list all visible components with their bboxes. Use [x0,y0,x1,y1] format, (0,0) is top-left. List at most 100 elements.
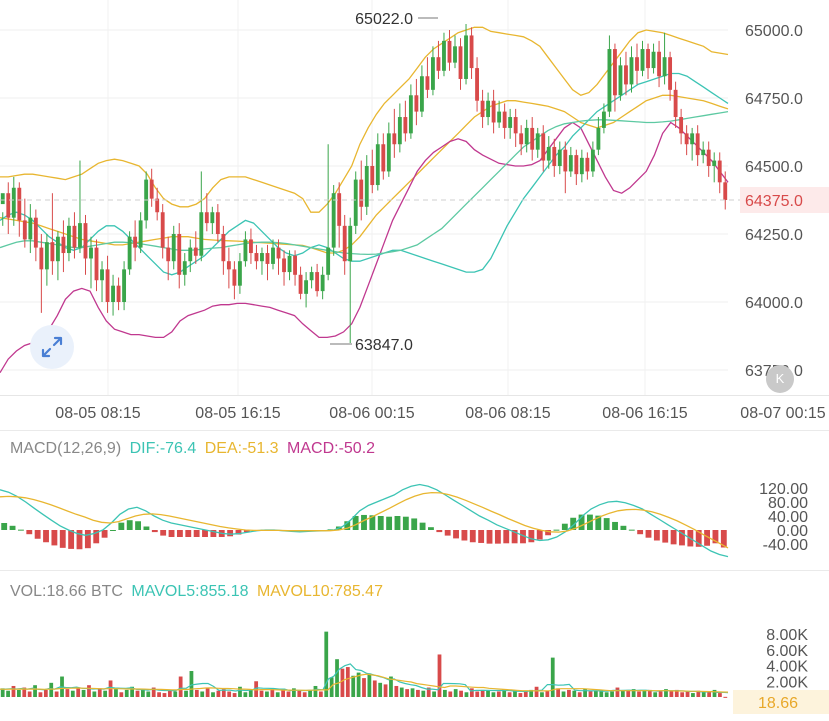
overlay-line-boll-lower [0,121,729,374]
macd-hist-bar [394,516,401,530]
candle-body [541,133,546,161]
candle-body [657,51,661,77]
macd-hist-bar [578,514,585,530]
low-marker-label: 63847.0 [355,337,413,354]
macd-line-dif [0,483,729,558]
candle-body [552,146,557,166]
candle-body [635,57,639,71]
candle-body [469,35,474,69]
volume-bar [11,685,16,697]
candle-body [574,155,579,175]
volume-bar [259,690,264,697]
volume-bar [647,689,652,697]
candle-body [149,179,154,199]
macd-tick-label: -40.00 [763,537,808,554]
volume-bar [146,691,151,697]
volume-bar [87,685,91,697]
candle-body [188,247,193,262]
macd-line-dea [0,491,729,549]
macd-tick-label: 120.00 [759,481,808,498]
candle-body [337,193,342,226]
candle-body [210,212,215,224]
candle-body [50,242,55,262]
candle-body [111,285,115,302]
volume-tick-label: 4.00K [766,659,808,676]
time-axis-label: 08-06 00:15 [329,405,415,422]
volume-bar [626,689,631,697]
volume-bar [378,682,383,697]
volume-bar [16,689,21,697]
candle-body [486,100,491,118]
price-tick-label: 65000.0 [745,23,803,40]
candle-body [701,149,706,156]
volume-bar [114,689,118,697]
macd-hist-bar [1,523,8,530]
volume-bar [469,688,474,697]
candle-body [61,236,66,254]
macd-hist-bar [227,530,234,537]
macd-hist-bar [536,530,543,540]
volume-bar [141,689,145,697]
candle-body [370,166,375,186]
last-price-label: 64375.0 [745,193,803,210]
overlay-line-boll-upper [0,26,729,213]
volume-bar [178,676,183,697]
macd-hist-bar [151,530,158,533]
macd-hist-bar [645,530,652,538]
volume-bar [496,691,501,697]
volume-bar [518,693,523,697]
macd-hist-bar [720,530,727,548]
candle-body [100,269,104,281]
volume-bar [297,690,302,697]
macd-hist-bar [344,521,351,530]
volume-bar [119,692,124,697]
candle-body [282,258,286,273]
k-line-toggle-button[interactable]: K [766,365,794,393]
candle-body [679,117,684,134]
volume-bar [674,689,679,697]
candle-body [673,89,678,118]
macd-hist-bar [494,530,501,544]
candle-body [249,239,253,254]
overlay-line-ma-fast [0,72,729,276]
candle-body [293,255,297,275]
volume-bar [97,688,102,697]
volume-bar [491,692,496,697]
candle-body [464,35,468,79]
volume-bar [421,690,426,697]
expand-chart-button[interactable] [30,325,74,369]
candle-body [513,117,518,134]
volume-bar [620,690,625,697]
volume-bar [329,677,334,697]
candle-body [723,182,728,200]
volume-bar [324,631,329,697]
candle-body [568,155,573,172]
candle-body [254,253,259,262]
macd-hist-bar [478,530,485,543]
macd-hist-bar [84,530,91,549]
volume-bar [221,689,226,697]
volume-bar [653,692,658,697]
macd-hist-bar [444,530,451,536]
volume-bar [151,687,156,697]
candle-body [33,217,38,248]
volume-bar [443,689,447,697]
candle-body [392,133,397,145]
candle-body [182,261,187,275]
volume-bar [65,689,70,697]
volume-line-mavol10 [0,673,729,693]
candle-body [563,149,568,172]
candle-body [359,179,364,207]
candle-body [221,234,226,262]
volume-bar [567,689,571,697]
macd-hist-bar [411,518,418,530]
macd-hist-bar [377,516,384,530]
macd-hist-bar [520,530,526,544]
candle-body [276,247,281,259]
candle-body [171,234,176,262]
macd-hist-bar [68,530,75,549]
macd-hist-bar [570,517,577,530]
candle-body [381,144,386,172]
volume-bar [545,690,550,697]
volume-bar [302,692,307,697]
